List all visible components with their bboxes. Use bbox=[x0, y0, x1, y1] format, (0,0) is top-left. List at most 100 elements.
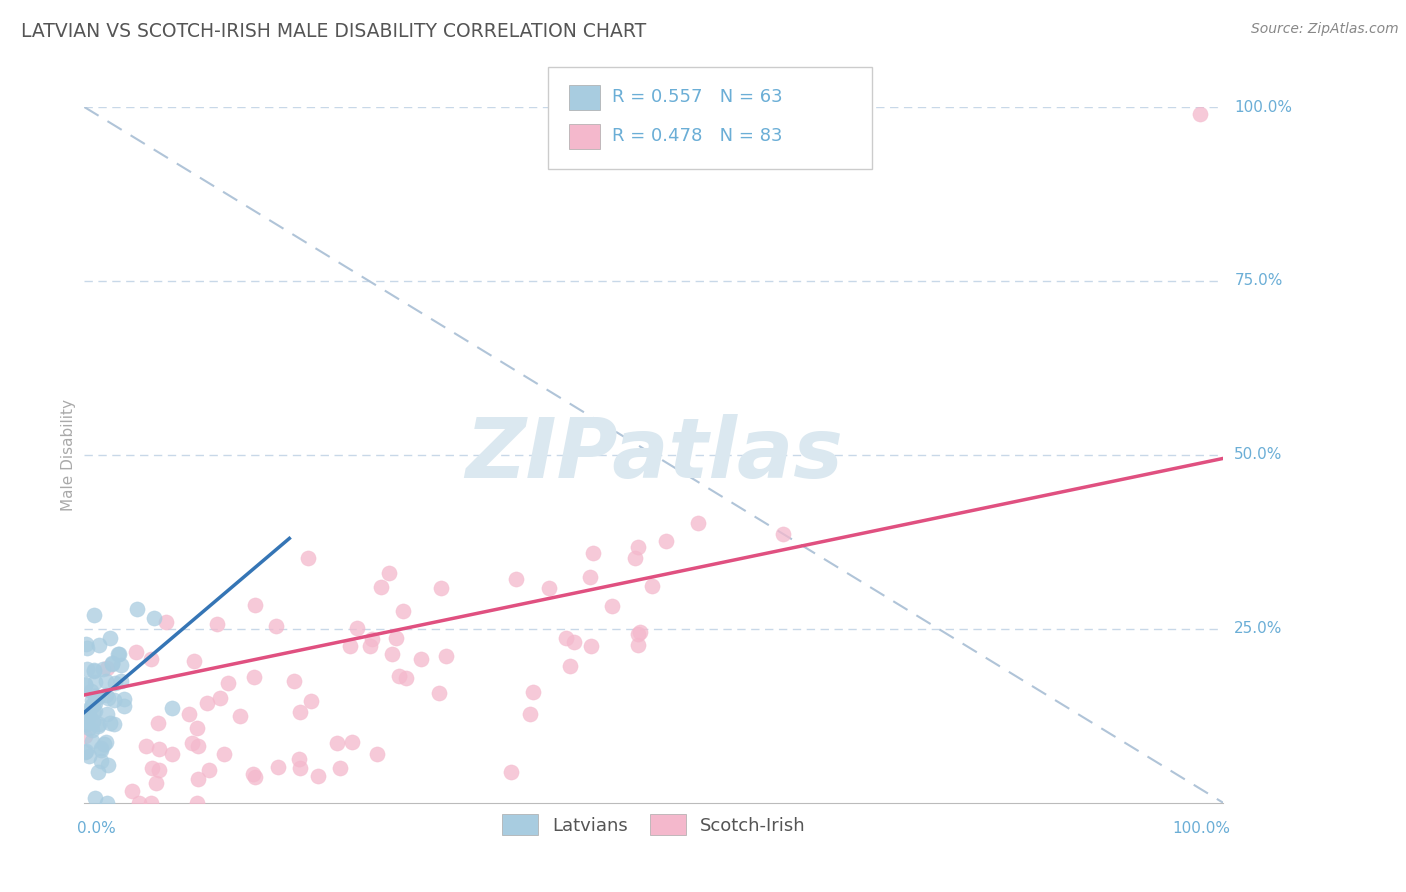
Text: 100.0%: 100.0% bbox=[1173, 822, 1230, 837]
Point bbox=[103, 716, 125, 731]
Text: 25.0%: 25.0% bbox=[1234, 622, 1282, 636]
Point bbox=[75, 637, 97, 651]
Point bbox=[186, 796, 208, 810]
Point bbox=[385, 632, 408, 646]
Point bbox=[79, 721, 101, 735]
Point bbox=[135, 739, 157, 753]
Point bbox=[80, 683, 103, 698]
Point bbox=[79, 748, 101, 763]
Point bbox=[578, 570, 600, 584]
Point bbox=[409, 651, 432, 665]
Point bbox=[297, 550, 319, 565]
Text: ZIPatlas: ZIPatlas bbox=[465, 415, 842, 495]
Point bbox=[121, 784, 143, 798]
Point bbox=[624, 551, 647, 566]
Point bbox=[93, 738, 115, 752]
Point bbox=[148, 742, 170, 756]
Point bbox=[686, 516, 709, 530]
Point bbox=[555, 631, 578, 645]
Point bbox=[1189, 107, 1212, 121]
Point bbox=[361, 632, 384, 646]
Point bbox=[388, 668, 411, 682]
Point bbox=[186, 721, 208, 735]
Point bbox=[288, 761, 311, 775]
Point bbox=[97, 691, 120, 706]
Point bbox=[242, 670, 264, 684]
Point bbox=[94, 688, 117, 702]
Point bbox=[83, 664, 105, 678]
Point bbox=[378, 566, 401, 580]
Point bbox=[87, 716, 110, 731]
Point bbox=[75, 716, 97, 731]
Point bbox=[94, 674, 117, 689]
Point bbox=[98, 716, 121, 731]
Point bbox=[205, 617, 228, 632]
Point bbox=[82, 714, 104, 729]
Point bbox=[519, 707, 541, 722]
Point bbox=[104, 675, 127, 690]
Point bbox=[340, 735, 363, 749]
Point bbox=[430, 581, 453, 595]
Point bbox=[79, 709, 101, 723]
Point bbox=[434, 649, 457, 664]
Point bbox=[299, 694, 322, 708]
Text: 100.0%: 100.0% bbox=[1234, 100, 1292, 114]
Text: LATVIAN VS SCOTCH-IRISH MALE DISABILITY CORRELATION CHART: LATVIAN VS SCOTCH-IRISH MALE DISABILITY … bbox=[21, 22, 647, 41]
Point bbox=[87, 638, 110, 652]
Text: 75.0%: 75.0% bbox=[1234, 274, 1282, 288]
Point bbox=[366, 747, 388, 761]
Point bbox=[110, 658, 132, 673]
Point bbox=[564, 635, 586, 649]
Point bbox=[73, 745, 96, 759]
Point bbox=[772, 527, 794, 541]
Point bbox=[83, 696, 105, 710]
Point bbox=[83, 663, 105, 677]
Point bbox=[90, 743, 112, 757]
Point bbox=[87, 719, 110, 733]
Point bbox=[537, 581, 560, 595]
Point bbox=[77, 704, 100, 718]
Point bbox=[139, 796, 162, 810]
Point bbox=[429, 685, 451, 699]
Point bbox=[142, 611, 165, 625]
Point bbox=[600, 599, 623, 613]
Point bbox=[339, 639, 361, 653]
Point bbox=[160, 747, 183, 762]
Point bbox=[80, 723, 103, 738]
Legend: Latvians, Scotch-Irish: Latvians, Scotch-Irish bbox=[495, 807, 813, 842]
Point bbox=[627, 540, 650, 554]
Point bbox=[84, 690, 107, 704]
Point bbox=[558, 659, 581, 673]
Point bbox=[96, 660, 118, 674]
Point bbox=[146, 715, 169, 730]
Point bbox=[97, 758, 120, 772]
Point bbox=[287, 751, 309, 765]
Point bbox=[628, 624, 651, 639]
Point bbox=[217, 675, 239, 690]
Point bbox=[128, 796, 150, 810]
Point bbox=[329, 761, 352, 775]
Point bbox=[198, 764, 221, 778]
Point bbox=[108, 647, 131, 661]
Point bbox=[209, 691, 232, 706]
Point bbox=[90, 740, 112, 755]
Point bbox=[82, 698, 104, 712]
Point bbox=[87, 765, 110, 780]
Point bbox=[283, 673, 305, 688]
Point bbox=[229, 709, 252, 723]
Point bbox=[381, 647, 404, 661]
Point bbox=[395, 671, 418, 685]
Point bbox=[96, 735, 118, 749]
Point bbox=[73, 730, 96, 744]
Point bbox=[112, 698, 135, 713]
Point bbox=[96, 796, 118, 810]
Point bbox=[214, 747, 236, 761]
Point bbox=[181, 736, 204, 750]
Point bbox=[155, 615, 177, 629]
Text: Source: ZipAtlas.com: Source: ZipAtlas.com bbox=[1251, 22, 1399, 37]
Point bbox=[76, 640, 98, 655]
Point bbox=[125, 645, 148, 659]
Point bbox=[84, 704, 107, 718]
Point bbox=[103, 693, 125, 707]
Point bbox=[326, 736, 349, 750]
